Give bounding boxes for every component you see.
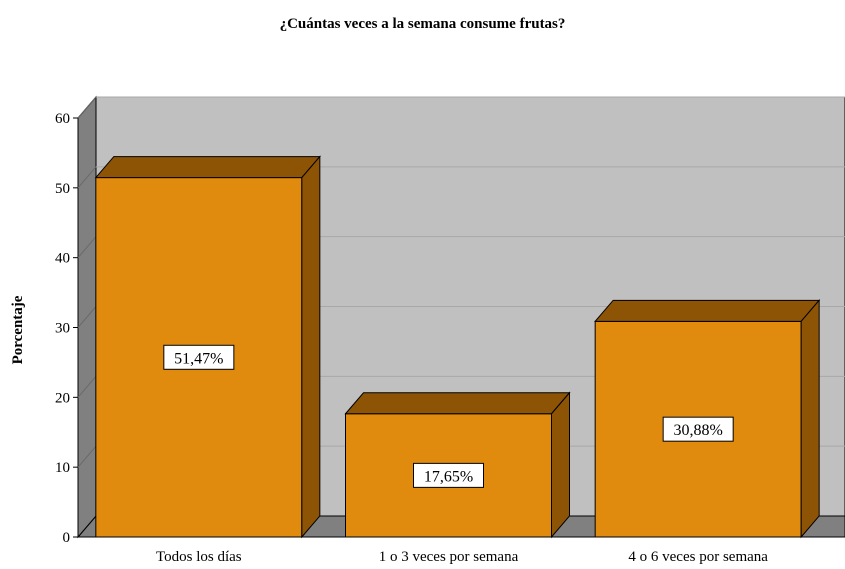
bar-side xyxy=(301,155,321,539)
chart-title: ¿Cuántas veces a la semana consume fruta… xyxy=(279,16,566,32)
gridline-side xyxy=(77,236,97,258)
y-tick-label: 30 xyxy=(55,321,70,337)
data-label-box xyxy=(413,462,484,488)
category-labels: Todos los días 1 o 3 veces por semana 4 o … xyxy=(156,549,768,565)
data-label-box xyxy=(163,344,235,370)
x-category-label: Todos los días xyxy=(156,549,242,565)
gridline-side xyxy=(77,166,97,189)
y-tick-label: 60 xyxy=(55,111,70,127)
data-label-text: 17,65% xyxy=(424,468,473,485)
bar-top xyxy=(94,156,321,179)
data-label-text: 30,88% xyxy=(674,422,723,439)
data-label-box xyxy=(662,416,734,442)
gridline-side xyxy=(77,96,97,119)
bar-side xyxy=(551,391,570,539)
y-tick-label: 40 xyxy=(55,251,70,267)
y-tick-label: 10 xyxy=(55,460,70,476)
gridline-side xyxy=(77,445,97,468)
data-labels: 51,47% 17,65% 30,88% xyxy=(163,344,734,488)
x-category-label: 4 o 6 veces por semana xyxy=(628,549,768,565)
bar-top xyxy=(594,299,821,322)
y-tick-label: 50 xyxy=(55,181,70,197)
x-category-label: 1 o 3 veces por semana xyxy=(379,549,519,565)
data-label-text: 51,47% xyxy=(174,350,223,367)
y-tick-label: 0 xyxy=(63,530,71,546)
data-label: 30,88% xyxy=(662,416,734,442)
gridline-side xyxy=(77,376,97,398)
y-tick-label: 20 xyxy=(55,390,70,406)
bar-top xyxy=(344,392,571,415)
bar-side xyxy=(800,299,820,539)
y-axis-ticks: 0 10 20 30 40 50 60 xyxy=(55,111,78,546)
data-label: 17,65% xyxy=(413,462,484,488)
y-axis-label: Porcentaje xyxy=(10,295,26,364)
data-label: 51,47% xyxy=(163,344,235,370)
gridline-side xyxy=(77,306,97,328)
